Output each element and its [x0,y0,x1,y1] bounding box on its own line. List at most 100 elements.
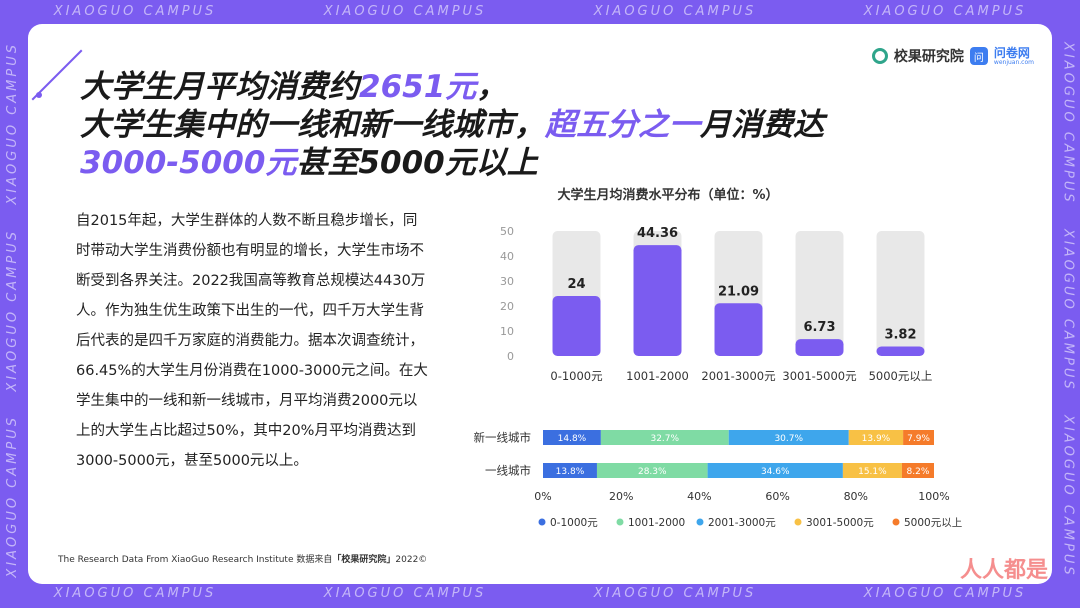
frame-label: XIAOGUO CAMPUS [4,415,20,578]
stacked-segment [903,430,934,445]
headline-highlight: 超五分之一 [545,107,700,143]
left-frame-text: XIAOGUO CAMPUS XIAOGUO CAMPUS XIAOGUO CA… [2,30,22,590]
decorative-dot [36,92,42,98]
footer-credit: The Research Data From XiaoGuo Research … [58,552,427,565]
bar [795,339,844,356]
frame-label: XIAOGUO CAMPUS [593,586,757,601]
y-tick-label: 0 [507,350,514,363]
x-tick-label: 100% [918,490,949,503]
x-category-label: 5000元以上 [869,369,933,383]
legend-label: 5000元以上 [904,517,962,529]
x-tick-label: 20% [609,490,633,503]
stacked-segment [848,430,904,445]
headline-highlight: 3000-5000元 [80,145,297,181]
stacked-segment [600,430,729,445]
segment-label: 8.2% [907,467,930,477]
headline-text: 甚至5000元以上 [296,145,538,181]
bar [633,245,682,356]
y-tick-label: 30 [500,275,514,288]
footer-brand: 「校果研究院」 [332,555,396,565]
headline-line-2: 大学生集中的一线和新一线城市，超五分之一月消费达 [80,106,980,144]
charts-canvas: 0 10 20 30 40 50 24 0-1000元 44.36 1001-2000 21.09 2… [474,225,963,529]
headline-line-1: 大学生月平均消费约2651元， [80,68,980,106]
body-paragraph: 自2015年起，大学生群体的人数不断且稳步增长，同时带动大学生消费份额也有明显的… [76,213,428,469]
footer-text: The Research Data From XiaoGuo Research … [58,555,333,565]
frame-label: XIAOGUO CAMPUS [863,586,1027,601]
brand-name: 校果研究院 [893,49,964,65]
frame-label: XIAOGUO CAMPUS [4,42,20,205]
headline-text: 月消费达 [700,107,824,143]
logo-area: 校果研究院 问 问卷网 wenjuan.com [871,46,1034,66]
frame-label: XIAOGUO CAMPUS [1060,42,1076,205]
x-category-label: 0-1000元 [550,369,603,383]
segment-label: 28.3% [638,467,667,477]
x-category-label: 1001-2000 [626,369,689,383]
wenjuan-logo: 问卷网 wenjuan.com [994,47,1034,66]
y-tick-label: 10 [500,325,514,338]
bottom-frame-text: XIAOGUO CAMPUS XIAOGUO CAMPUS XIAOGUO CA… [0,586,1080,601]
top-frame-text: XIAOGUO CAMPUS XIAOGUO CAMPUS XIAOGUO CA… [0,4,1080,19]
x-category-label: 3001-5000元 [782,369,857,383]
chart-title: 大学生月均消费水平分布（单位：%） [557,188,779,203]
bar [714,303,763,356]
segment-label: 15.1% [858,467,887,477]
frame-label: XIAOGUO CAMPUS [53,4,217,19]
wenjuan-url: wenjuan.com [993,58,1034,66]
page-headline: 大学生月平均消费约2651元， 大学生集中的一线和新一线城市，超五分之一月消费达… [80,68,980,182]
x-tick-label: 40% [687,490,711,503]
legend-label: 3001-5000元 [806,517,874,529]
segment-label: 13.9% [862,434,891,444]
wenjuan-logo-icon: 问 [969,47,988,65]
legend-marker [538,518,546,526]
xiaoguo-logo-icon [871,48,888,64]
x-category-label: 2001-3000元 [701,369,776,383]
legend-marker [616,518,624,526]
y-tick-label: 20 [500,300,514,313]
row-category-label: 新一线城市 [474,431,532,445]
stacked-segment [901,463,934,478]
y-tick-label: 50 [500,225,514,238]
segment-label: 7.9% [907,434,930,444]
headline-text: 大学生集中的一线和新一线城市， [80,107,545,143]
segment-label: 32.7% [650,434,679,444]
frame-label: XIAOGUO CAMPUS [593,4,757,19]
headline-text: 大学生月平均消费约 [80,69,359,105]
legend-marker [892,518,900,526]
frame-label: XIAOGUO CAMPUS [1060,415,1076,578]
stacked-segment [728,430,849,445]
x-tick-label: 80% [844,490,868,503]
frame-label: XIAOGUO CAMPUS [323,4,487,19]
legend-marker [794,518,802,526]
frame-label: XIAOGUO CAMPUS [4,228,20,392]
x-tick-label: 0% [534,490,551,503]
bar-background [876,231,925,356]
frame-label: XIAOGUO CAMPUS [53,586,217,601]
segment-label: 13.8% [556,467,585,477]
segment-label: 30.7% [774,434,803,444]
footer-year: 2022© [395,555,428,565]
legend-marker [696,518,704,526]
corner-watermark: 人人都是 [959,558,1048,583]
content-card: 校果研究院 问 问卷网 wenjuan.com 大学生月平均消费约2651元， … [28,24,1052,584]
stacked-segment [543,430,601,445]
bar [876,346,925,356]
stacked-segment [543,463,597,478]
legend-label: 1001-2000 [628,517,685,529]
bar-value-label: 21.09 [718,284,759,299]
wenjuan-brand-name: 问卷网 [993,45,1030,60]
legend-label: 0-1000元 [550,517,598,529]
bar-background [795,231,844,356]
bar-value-label: 44.36 [637,226,678,241]
headline-text: ， [476,69,508,105]
bar-value-label: 6.73 [803,320,835,335]
frame-label: XIAOGUO CAMPUS [1060,228,1076,392]
stacked-segment [842,463,902,478]
stacked-segment [707,463,843,478]
frame-label: XIAOGUO CAMPUS [863,4,1027,19]
frame-label: XIAOGUO CAMPUS [323,586,487,601]
y-tick-label: 40 [500,250,514,263]
bar-value-label: 24 [567,277,585,292]
row-category-label: 一线城市 [485,464,531,478]
legend-label: 2001-3000元 [708,517,776,529]
headline-highlight: 2651元 [359,69,477,105]
